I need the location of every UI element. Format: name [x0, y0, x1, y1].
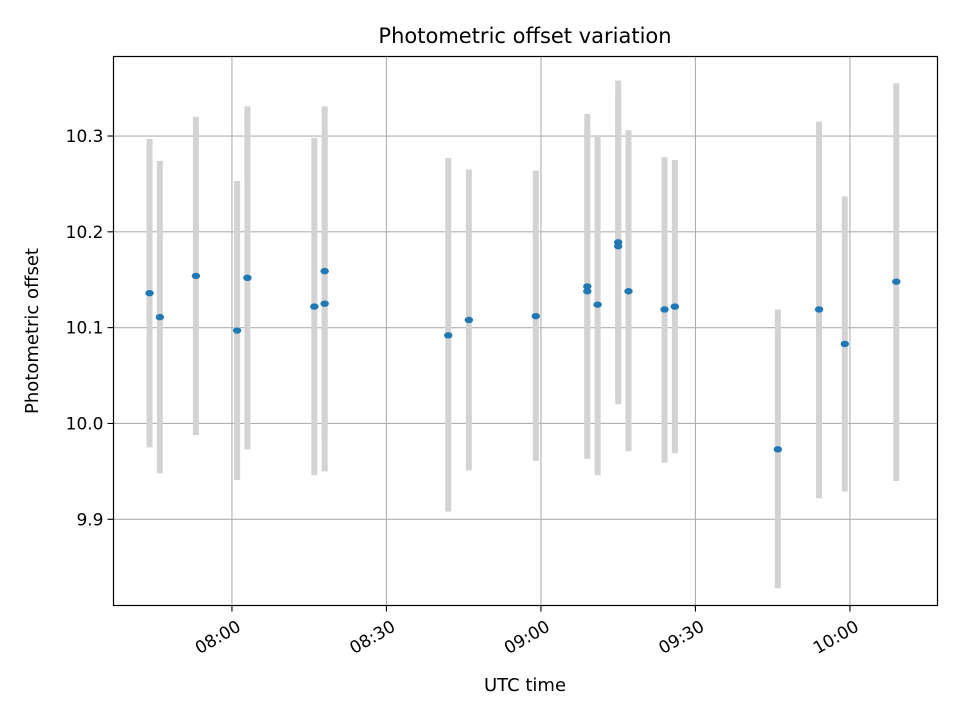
data-point	[310, 303, 319, 310]
plot-area-frame	[112, 55, 939, 607]
data-point	[155, 313, 165, 321]
point-layer	[145, 239, 901, 453]
data-point	[243, 274, 252, 282]
y-tick-label: 9.9	[76, 510, 103, 530]
data-point	[814, 306, 824, 313]
data-point	[145, 289, 154, 297]
y-tick-label: 10.2	[66, 223, 104, 243]
data-point	[531, 312, 540, 320]
x-tick-label: 09:30	[656, 617, 708, 659]
data-point	[614, 243, 623, 250]
data-point	[583, 283, 592, 290]
grid-layer	[113, 56, 938, 606]
tick-layer: 08:00 08:30 09:00 09:30 10:00 9.9 10.0 10.1 10.2…	[66, 127, 863, 659]
data-point	[892, 278, 901, 285]
data-point	[444, 332, 453, 339]
data-point	[232, 327, 242, 334]
y-tick-label: 10.1	[66, 319, 104, 339]
data-point	[464, 316, 474, 324]
data-point	[840, 340, 849, 348]
data-point	[624, 288, 633, 295]
data-point	[660, 306, 669, 313]
x-tick-label: 09:00	[501, 617, 553, 659]
data-point	[191, 272, 201, 280]
x-axis-label: UTC time	[484, 675, 566, 696]
chart-title: Photometric offset variation	[378, 24, 671, 48]
data-point	[773, 446, 783, 453]
data-point	[593, 301, 602, 308]
data-point	[670, 303, 680, 310]
y-tick-label: 10.3	[66, 127, 104, 147]
x-tick-label: 10:00	[810, 617, 862, 659]
data-point	[320, 300, 329, 307]
x-tick-label: 08:30	[347, 617, 399, 659]
x-tick-label: 08:00	[192, 617, 244, 659]
data-point	[320, 267, 329, 275]
data-point	[583, 288, 592, 295]
y-axis-label: Photometric offset	[22, 248, 43, 414]
errorbar-layer	[146, 80, 900, 589]
y-tick-label: 10.0	[66, 414, 104, 434]
